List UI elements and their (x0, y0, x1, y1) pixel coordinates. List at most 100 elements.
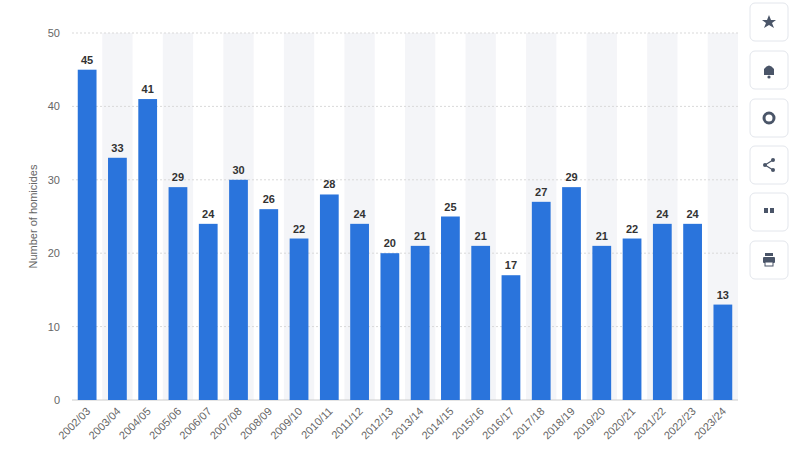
data-label: 29 (172, 171, 184, 183)
bar (320, 194, 339, 400)
toolbar-button[interactable] (750, 3, 788, 41)
data-label: 24 (353, 208, 366, 220)
x-tick-label: 2023/24 (692, 405, 729, 442)
bar (350, 224, 369, 400)
band (647, 33, 677, 400)
x-tick-label: 2017/18 (510, 405, 547, 442)
band (102, 33, 132, 400)
bands (102, 33, 738, 400)
icon-star (762, 15, 776, 28)
x-tick-label: 2011/12 (329, 405, 365, 441)
bar (199, 224, 218, 400)
x-axis: 2002/032003/042004/052005/062006/072007/… (56, 405, 728, 442)
bar (259, 209, 278, 400)
toolbar (750, 3, 788, 279)
data-label: 22 (626, 223, 638, 235)
chart-root: 01020304050Number of homicides4533412924… (0, 0, 800, 460)
x-tick-label: 2008/09 (238, 405, 275, 442)
bar (229, 180, 248, 400)
toolbar-button[interactable] (750, 146, 788, 184)
x-tick-label: 2003/04 (86, 405, 123, 442)
data-label: 20 (384, 237, 396, 249)
x-tick-label: 2019/20 (571, 405, 608, 442)
x-tick-label: 2002/03 (56, 405, 93, 442)
band (708, 33, 738, 400)
grid-line (72, 106, 738, 107)
grid-line (72, 33, 738, 34)
band (405, 33, 435, 400)
data-label: 21 (596, 230, 608, 242)
button-box[interactable] (750, 3, 788, 41)
y-tick-label: 50 (48, 27, 60, 39)
data-label: 21 (414, 230, 426, 242)
data-labels: 4533412924302622282420212521172729212224… (81, 54, 729, 301)
data-label: 29 (565, 171, 577, 183)
icon-share-lines (765, 160, 773, 170)
y-tick-label: 0 (54, 394, 60, 406)
bar (380, 253, 399, 400)
bar (169, 187, 188, 400)
x-tick-label: 2021/22 (631, 405, 668, 442)
y-axis-label: Number of homicides (27, 164, 39, 268)
bar (138, 99, 157, 400)
band (284, 33, 314, 400)
data-label: 24 (202, 208, 215, 220)
data-label: 27 (535, 186, 547, 198)
icon-gear (764, 113, 774, 123)
bar (623, 239, 642, 400)
toolbar-button[interactable] (750, 51, 788, 89)
bar (411, 246, 430, 400)
x-tick-label: 2009/10 (268, 405, 305, 442)
bar (653, 224, 672, 400)
icon-quote (770, 208, 774, 213)
bar (592, 246, 611, 400)
data-label: 21 (475, 230, 487, 242)
data-label: 28 (323, 178, 335, 190)
icon-quote (764, 208, 768, 213)
data-label: 17 (505, 259, 517, 271)
bar (683, 224, 702, 400)
x-tick-label: 2018/19 (540, 405, 577, 442)
bar (562, 187, 581, 400)
bar (713, 305, 732, 400)
toolbar-button[interactable] (750, 193, 788, 231)
data-label: 25 (444, 201, 456, 213)
y-tick-label: 30 (48, 174, 60, 186)
bar (78, 70, 97, 400)
icon-print (765, 253, 773, 256)
button-box[interactable] (750, 51, 788, 89)
data-label: 13 (717, 289, 729, 301)
button-box[interactable] (750, 241, 788, 279)
data-label: 26 (263, 193, 275, 205)
bar (532, 202, 551, 400)
x-tick-label: 2020/21 (601, 405, 638, 442)
toolbar-button[interactable] (750, 241, 788, 279)
band (223, 33, 253, 400)
icon-print (765, 262, 773, 266)
button-box[interactable] (750, 146, 788, 184)
chart: 01020304050Number of homicides4533412924… (0, 0, 800, 460)
toolbar-button[interactable] (750, 99, 788, 137)
band (344, 33, 374, 400)
bar (290, 239, 309, 400)
x-tick-label: 2006/07 (177, 405, 214, 442)
data-label: 33 (111, 142, 123, 154)
data-label: 45 (81, 54, 93, 66)
band (163, 33, 193, 400)
y-tick-label: 20 (48, 247, 60, 259)
bars (78, 70, 732, 400)
button-box[interactable] (750, 193, 788, 231)
icon-bell-dot (767, 75, 770, 78)
bar (471, 246, 490, 400)
button-box[interactable] (750, 99, 788, 137)
x-tick-label: 2015/16 (449, 405, 486, 442)
bar (502, 275, 521, 400)
data-label: 24 (656, 208, 669, 220)
x-tick-label: 2012/13 (359, 405, 396, 442)
y-tick-label: 10 (48, 321, 60, 333)
bar (108, 158, 127, 400)
band (526, 33, 556, 400)
x-tick-label: 2022/23 (661, 405, 698, 442)
x-tick-label: 2014/15 (419, 405, 456, 442)
x-tick-label: 2007/08 (207, 405, 244, 442)
